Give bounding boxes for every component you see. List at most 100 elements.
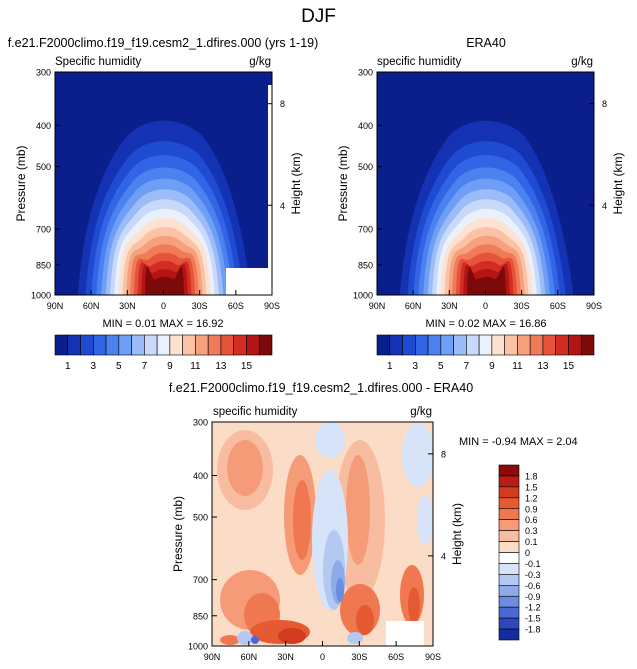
panel-title: f.e21.F2000climo.f19_f19.cesm2_1.dfires.… (169, 381, 473, 395)
pressure-tick-label: 1000 (188, 642, 208, 652)
min-max-label: MIN = 0.01 MAX = 16.92 (102, 318, 223, 330)
pressure-tick-label: 300 (193, 418, 208, 428)
pressure-tick-label: 700 (358, 224, 373, 234)
pressure-tick-label: 1000 (353, 291, 373, 301)
colorbar-swatch (498, 541, 520, 553)
colorbar-swatch (376, 334, 391, 356)
colorbar-swatch (440, 334, 454, 356)
colorbar-swatch (220, 334, 235, 356)
missing-data-patch (226, 268, 272, 295)
colorbar-swatch (414, 334, 429, 356)
colorbar-swatch (427, 334, 442, 356)
difference-contour-region (315, 422, 345, 458)
latitude-tick-label: 60S (228, 301, 244, 311)
colorbar-swatch (504, 334, 518, 356)
latitude-tick-label: 90S (586, 301, 602, 311)
humidity-contours-era40 (399, 120, 574, 295)
pressure-tick-label: 500 (358, 162, 373, 172)
latitude-tick-label: 90N (369, 301, 386, 311)
difference-contour-region (408, 587, 420, 623)
colorbar-swatch (182, 334, 196, 356)
difference-contour-region (336, 578, 344, 602)
difference-contour-region (346, 455, 370, 565)
colorbar-swatch (92, 334, 107, 356)
colorbar-swatch (498, 530, 520, 542)
colorbar-label: 15 (563, 361, 575, 372)
latitude-tick-label: 30S (514, 301, 530, 311)
latitude-tick-label: 30N (277, 652, 294, 662)
difference-contours (217, 422, 434, 645)
colorbar-swatch (498, 486, 520, 499)
latitude-tick-label: 90S (264, 301, 280, 311)
panel-left-label: Specific humidity (55, 56, 142, 68)
panel-model: f.e21.F2000climo.f19_f19.cesm2_1.dfires.… (8, 36, 319, 330)
latitude-tick-label: 60N (83, 301, 100, 311)
colorbar-swatch (67, 334, 81, 356)
colorbar-label: 3 (91, 361, 97, 372)
latitude-tick-label: 30S (351, 652, 367, 662)
colorbar-swatch (233, 334, 247, 356)
colorbar-label: 9 (167, 361, 173, 372)
colorbar-swatch (453, 334, 467, 356)
pressure-tick-label: 400 (358, 121, 373, 131)
difference-contour-region (227, 440, 263, 496)
difference-contour-region (251, 636, 259, 644)
latitude-tick-label: 90N (47, 301, 64, 311)
colorbar-swatch (498, 552, 520, 564)
colorbar-label: 1.5 (525, 482, 538, 492)
y-axis-label: Pressure (mb) (14, 145, 28, 221)
colorbar-label: -1.2 (525, 603, 541, 613)
colorbar-swatch (466, 334, 480, 356)
colorbar-swatch (542, 334, 557, 356)
panel-left-label: specific humidity (213, 406, 298, 418)
latitude-tick-label: 30N (119, 301, 136, 311)
latitude-tick-label: 60S (550, 301, 566, 311)
colorbar-swatch (498, 606, 520, 619)
colorbar-swatch (478, 334, 493, 356)
pressure-tick-label: 850 (358, 260, 373, 270)
height-tick-label: 4 (280, 201, 285, 211)
colorbar-swatch (498, 519, 520, 531)
height-tick-label: 4 (441, 551, 446, 561)
colorbar-label: 13 (215, 361, 227, 372)
colorbar-swatch (498, 475, 520, 488)
axes-group: 300 400 500 700 850 1000 8 4 90N 60N 30N 0 30S 60S 90S… (14, 68, 303, 312)
colorbar-swatch (498, 574, 520, 586)
colorbar-label: 3 (413, 361, 419, 372)
latitude-tick-label: 60S (388, 652, 404, 662)
missing-data-patch (268, 85, 272, 268)
height-tick-label: 8 (280, 99, 285, 109)
colorbar-label: 11 (512, 361, 523, 372)
colorbar-swatch (517, 334, 531, 356)
latitude-tick-label: 30S (192, 301, 208, 311)
panel-right-label: g/kg (410, 406, 432, 418)
colorbar-label: 0.1 (525, 537, 538, 547)
y-axis-label-right: Height (km) (450, 503, 464, 565)
colorbar-swatch (498, 563, 520, 575)
panel-right-label: g/kg (571, 56, 593, 68)
colorbar-label: 15 (241, 361, 253, 372)
colorbar-label: 11 (190, 361, 201, 372)
latitude-tick-label: 30N (441, 301, 458, 311)
difference-contour-region (417, 495, 433, 545)
colorbar-swatch (498, 585, 520, 597)
pressure-tick-label: 300 (358, 68, 373, 78)
colorbar-label: 1.2 (525, 493, 538, 503)
pressure-tick-label: 850 (36, 260, 51, 270)
axes-group: 300 400 500 700 850 1000 8 4 90N 60N 30N 0 30S 60S 90S… (336, 68, 625, 312)
missing-data-patch (386, 621, 424, 646)
colorbar-label: 0.3 (525, 526, 538, 536)
difference-contour-region (293, 480, 311, 560)
y-axis-label-right: Height (km) (611, 152, 625, 214)
latitude-tick-label: 90N (204, 652, 221, 662)
colorbar-label: 1 (65, 361, 71, 372)
colorbar-difference: 1.81.51.20.90.60.30.10-0.1-0.3-0.6-0.9-1… (498, 464, 541, 641)
colorbar-swatch (156, 334, 171, 356)
panel-difference: f.e21.F2000climo.f19_f19.cesm2_1.dfires.… (169, 381, 578, 662)
colorbar-swatch (580, 334, 595, 356)
panel-left-label: specific humidity (377, 56, 462, 68)
colorbar-swatch (195, 334, 209, 356)
height-tick-label: 4 (602, 201, 607, 211)
colorbar-swatch (169, 334, 183, 356)
colorbar-label: 7 (464, 361, 470, 372)
